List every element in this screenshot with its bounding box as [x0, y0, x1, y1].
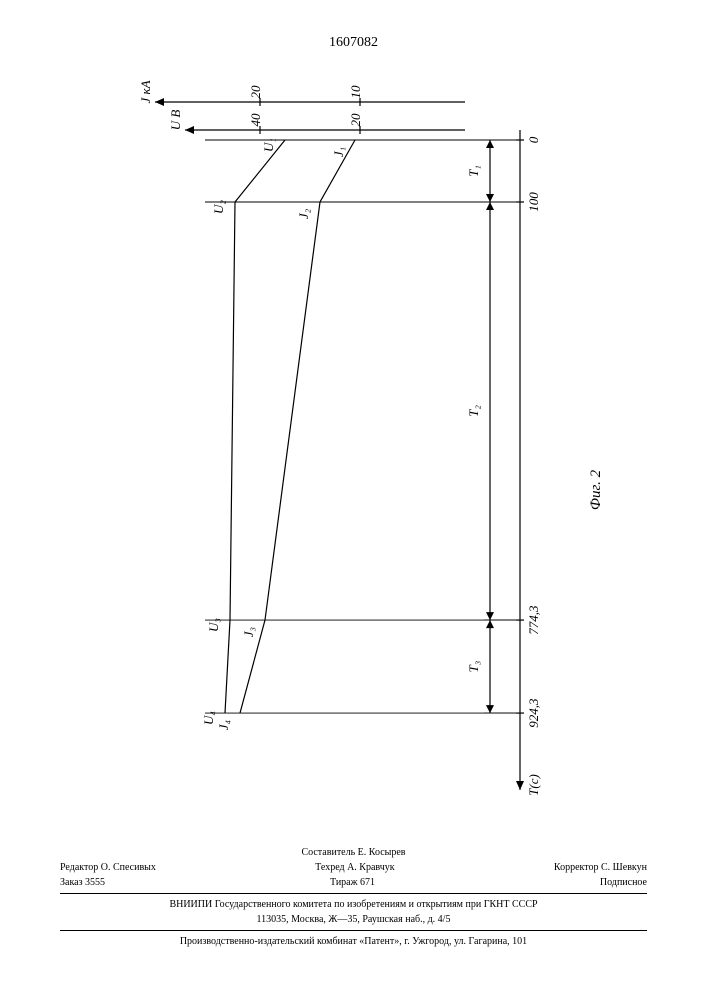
svg-text:774,3: 774,3	[526, 605, 541, 635]
svg-text:T₁: T₁	[466, 165, 481, 177]
footer-org1: ВНИИПИ Государственного комитета по изоб…	[60, 898, 647, 911]
svg-text:Фиг. 2: Фиг. 2	[588, 469, 604, 510]
svg-text:U₂: U₂	[211, 200, 226, 214]
figure-diagram: T(c) J кА U В 20 40 10 20 0 100 774,3 924,3 U₁ U₂ U₃ U…	[0, 60, 707, 860]
svg-text:U₄: U₄	[201, 711, 216, 725]
svg-text:10: 10	[348, 85, 363, 99]
footer-org2: Производственно-издательский комбинат «П…	[60, 935, 647, 948]
svg-text:J кА: J кА	[138, 80, 153, 103]
svg-text:T(c): T(c)	[526, 774, 541, 796]
svg-text:U В: U В	[168, 110, 183, 131]
footer-addr1: 113035, Москва, Ж—35, Раушская наб., д. …	[60, 913, 647, 926]
footer-block: Составитель Е. Косырев Редактор О. Спеси…	[60, 846, 647, 950]
svg-text:T₃: T₃	[466, 661, 481, 673]
svg-text:T₂: T₂	[466, 405, 481, 417]
svg-text:J₁: J₁	[331, 147, 346, 157]
footer-tech: Техред А. Кравчук	[315, 861, 395, 874]
svg-text:20: 20	[248, 85, 263, 99]
svg-text:100: 100	[526, 192, 541, 212]
svg-text:U₃: U₃	[206, 618, 221, 632]
footer-tirazh: Тираж 671	[330, 876, 375, 889]
footer-sub: Подписное	[600, 876, 647, 889]
footer-order: Заказ 3555	[60, 876, 105, 889]
svg-text:U₁: U₁	[261, 138, 276, 152]
page-number: 1607082	[0, 35, 707, 51]
footer-corrector: Корректор С. Шевкун	[554, 861, 647, 874]
svg-text:924,3: 924,3	[526, 698, 541, 728]
footer-compiler: Составитель Е. Косырев	[60, 846, 647, 859]
svg-text:J₄: J₄	[216, 719, 231, 730]
svg-text:J₂: J₂	[296, 208, 311, 219]
footer-editor: Редактор О. Спесивых	[60, 861, 156, 874]
svg-text:40: 40	[248, 113, 263, 127]
svg-text:0: 0	[526, 136, 541, 143]
svg-text:J₃: J₃	[241, 627, 256, 637]
svg-text:20: 20	[348, 113, 363, 127]
